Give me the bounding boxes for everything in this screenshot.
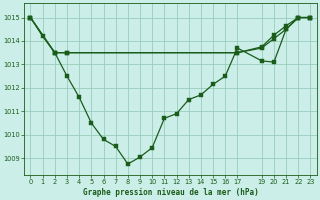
X-axis label: Graphe pression niveau de la mer (hPa): Graphe pression niveau de la mer (hPa) [83, 188, 258, 197]
